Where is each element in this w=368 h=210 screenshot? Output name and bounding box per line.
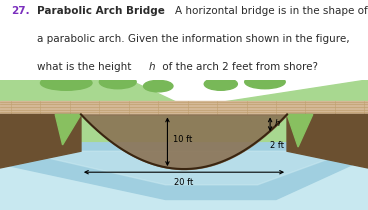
Ellipse shape xyxy=(245,75,285,89)
Text: h: h xyxy=(149,62,156,72)
Text: A horizontal bridge is in the shape of: A horizontal bridge is in the shape of xyxy=(175,6,368,16)
Polygon shape xyxy=(55,114,81,145)
Text: 2 ft: 2 ft xyxy=(270,142,284,150)
Polygon shape xyxy=(18,151,350,185)
Text: h: h xyxy=(275,119,280,128)
Polygon shape xyxy=(0,143,368,210)
Ellipse shape xyxy=(204,78,237,90)
Ellipse shape xyxy=(144,80,173,92)
Text: a parabolic arch. Given the information shown in the figure,: a parabolic arch. Given the information … xyxy=(37,34,350,43)
Polygon shape xyxy=(287,114,368,168)
Text: Parabolic Arch Bridge: Parabolic Arch Bridge xyxy=(37,6,164,16)
Text: what is the height: what is the height xyxy=(37,62,134,72)
Polygon shape xyxy=(0,80,191,210)
Polygon shape xyxy=(0,114,81,168)
Text: of the arch 2 feet from shore?: of the arch 2 feet from shore? xyxy=(159,62,318,72)
Polygon shape xyxy=(287,114,313,147)
Polygon shape xyxy=(0,143,368,200)
Text: 10 ft: 10 ft xyxy=(173,135,192,144)
Polygon shape xyxy=(177,80,368,210)
Polygon shape xyxy=(0,101,368,114)
Ellipse shape xyxy=(99,75,136,89)
Text: 27.: 27. xyxy=(11,6,30,16)
Text: 20 ft: 20 ft xyxy=(174,178,194,187)
Ellipse shape xyxy=(40,76,92,90)
